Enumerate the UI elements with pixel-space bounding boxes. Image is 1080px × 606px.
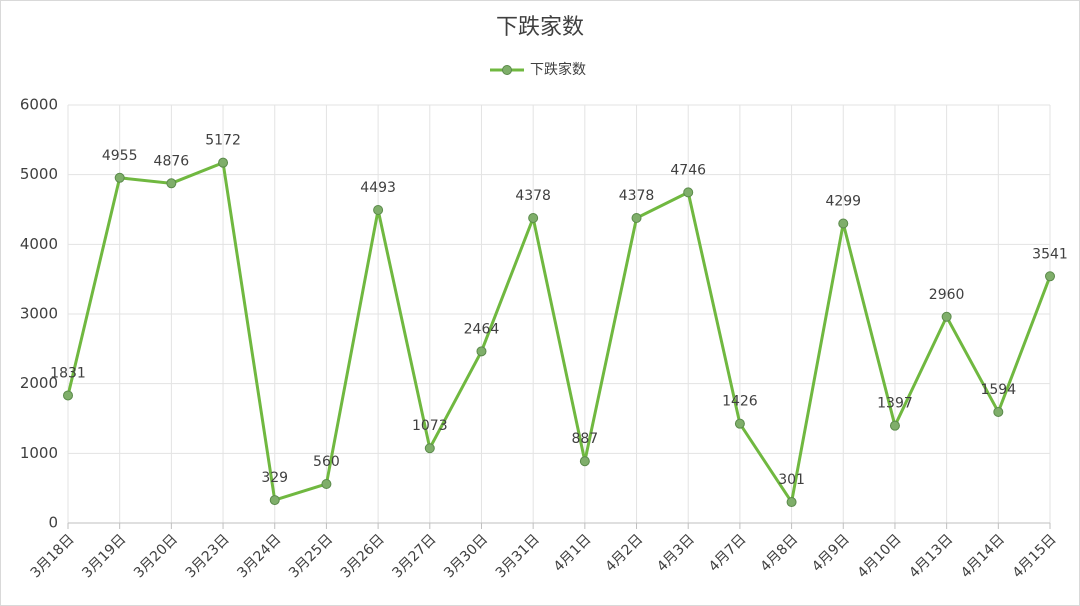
data-label: 4299 <box>825 194 861 210</box>
point <box>476 346 487 357</box>
data-label: 887 <box>571 431 598 447</box>
chart-title: 下跌家数 <box>496 15 584 40</box>
y-tick-label: 6000 <box>20 96 58 114</box>
y-tick-label: 3000 <box>20 305 58 323</box>
point <box>373 204 384 215</box>
point <box>1045 271 1055 282</box>
data-label: 4876 <box>154 153 190 169</box>
data-label: 2464 <box>464 321 500 337</box>
point <box>528 212 539 223</box>
y-tick-label: 5000 <box>20 165 58 183</box>
point <box>993 406 1004 417</box>
data-label: 329 <box>261 470 288 486</box>
point <box>63 390 73 401</box>
data-label: 2960 <box>929 287 965 303</box>
point <box>424 443 435 454</box>
data-label: 1831 <box>50 365 86 381</box>
point <box>166 178 177 189</box>
data-label: 4378 <box>619 188 655 204</box>
legend-label: 下跌家数 <box>530 61 586 78</box>
data-label: 4955 <box>102 148 138 164</box>
data-label: 560 <box>313 454 340 470</box>
point <box>889 420 900 431</box>
data-label: 4746 <box>670 162 706 178</box>
legend-marker <box>502 65 512 75</box>
data-label: 5172 <box>205 133 241 149</box>
point <box>114 172 125 183</box>
data-label: 4493 <box>360 180 396 196</box>
y-tick-label: 4000 <box>20 235 58 253</box>
point <box>631 212 642 223</box>
data-label: 301 <box>778 472 805 488</box>
point <box>579 456 590 467</box>
point <box>734 418 745 429</box>
y-tick-label: 1000 <box>20 444 58 462</box>
data-label: 4378 <box>515 188 551 204</box>
y-tick-label: 2000 <box>20 374 58 392</box>
data-label: 1426 <box>722 394 758 410</box>
point <box>683 187 694 198</box>
point <box>218 157 229 168</box>
point <box>269 495 280 506</box>
data-label: 1073 <box>412 418 448 434</box>
line <box>66 160 1052 506</box>
y-tick-label: 0 <box>48 514 58 532</box>
point <box>786 497 797 508</box>
data-label: 1594 <box>980 382 1016 398</box>
data-label: 3541 <box>1032 246 1068 262</box>
point <box>838 218 849 229</box>
data-label: 1397 <box>877 396 913 412</box>
point <box>321 478 332 489</box>
point <box>941 311 952 322</box>
